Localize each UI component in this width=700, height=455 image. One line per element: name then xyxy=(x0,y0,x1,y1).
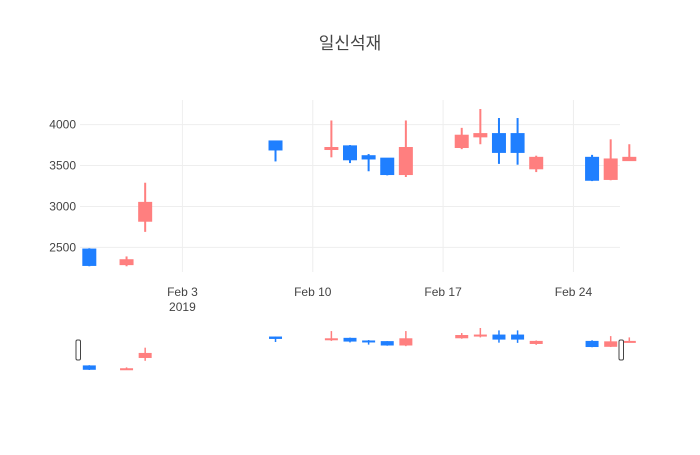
candle-increasing[interactable] xyxy=(603,139,618,181)
candle-decreasing[interactable] xyxy=(585,154,600,182)
candle-decreasing[interactable] xyxy=(380,157,395,176)
slider-candle-body xyxy=(343,337,357,342)
candle-body xyxy=(585,156,600,181)
slider-candle-body xyxy=(82,365,96,370)
candle-body xyxy=(268,140,283,151)
candle-decreasing[interactable] xyxy=(510,118,525,165)
y-tick-label: 4000 xyxy=(49,118,76,132)
grid-lines xyxy=(80,100,620,272)
slider-candle-body xyxy=(492,334,506,340)
slider-candle-body xyxy=(511,334,525,340)
y-tick-label: 3000 xyxy=(49,199,76,213)
candle-increasing[interactable] xyxy=(398,120,413,177)
y-tick-label: 3500 xyxy=(49,159,76,173)
candle-body xyxy=(343,145,357,161)
slider-candle-body xyxy=(362,340,376,343)
chart-title: 일신석재 xyxy=(319,34,382,54)
candle-increasing[interactable] xyxy=(622,144,637,162)
candle-decreasing[interactable] xyxy=(343,145,357,164)
slider-candle-body xyxy=(324,338,338,341)
slider-candle-body xyxy=(604,341,618,347)
candle-increasing[interactable] xyxy=(119,256,134,267)
slider-candle xyxy=(82,365,96,370)
candle-increasing[interactable] xyxy=(454,127,469,150)
slider-candle xyxy=(473,328,487,338)
slider-candle xyxy=(138,347,152,361)
candle-body xyxy=(473,133,488,138)
slider-candle-body xyxy=(138,352,152,358)
slider-candle xyxy=(622,337,636,343)
candle-decreasing[interactable] xyxy=(491,118,506,164)
candle-body xyxy=(622,156,637,162)
candles-series xyxy=(82,109,637,267)
candle-decreasing[interactable] xyxy=(268,140,283,162)
slider-candle-body xyxy=(473,334,487,337)
slider-left-handle[interactable] xyxy=(75,339,81,361)
slider-candle xyxy=(529,340,543,345)
x-tick-label: Feb 17 xyxy=(424,285,462,299)
candle-body xyxy=(82,248,97,266)
slider-candle xyxy=(455,333,469,339)
slider-candle-body xyxy=(399,338,413,346)
slider-candle xyxy=(511,330,525,343)
slider-candle-body xyxy=(529,340,543,344)
candle-body xyxy=(398,147,413,176)
candle-body xyxy=(603,158,618,180)
slider-candle xyxy=(585,340,599,348)
slider-candle xyxy=(492,330,506,343)
candle-increasing[interactable] xyxy=(138,182,153,232)
slider-candle xyxy=(120,367,134,371)
candle-body xyxy=(361,155,376,160)
candle-body xyxy=(380,157,395,176)
slider-candle-body xyxy=(455,335,469,339)
slider-candle-body xyxy=(585,340,599,348)
candle-body xyxy=(510,133,525,153)
candle-body xyxy=(529,156,544,170)
slider-candle-body xyxy=(269,336,283,339)
candle-increasing[interactable] xyxy=(529,155,544,173)
slider-candle-body xyxy=(120,368,134,371)
y-axis: 2500 3000 3500 4000 xyxy=(49,118,76,255)
slider-candle xyxy=(399,331,413,347)
x-tick-label: Feb 10 xyxy=(294,285,332,299)
candle-body xyxy=(119,259,134,266)
candle-body xyxy=(324,147,339,151)
candle-body xyxy=(138,201,153,222)
slider-candle xyxy=(324,331,338,341)
slider-candle-body xyxy=(380,341,394,346)
slider-right-handle[interactable] xyxy=(618,339,624,361)
x-tick-sublabel: 2019 xyxy=(169,300,196,314)
slider-candle xyxy=(362,340,376,345)
x-tick-label: Feb 24 xyxy=(555,285,593,299)
candle-decreasing[interactable] xyxy=(361,154,376,172)
slider-candle xyxy=(343,337,357,343)
candle-body xyxy=(454,134,469,149)
candle-body xyxy=(491,133,506,153)
slider-candle-body xyxy=(622,340,636,343)
candle-increasing[interactable] xyxy=(473,109,488,145)
slider-candle xyxy=(380,341,394,346)
slider-candle xyxy=(269,336,283,342)
range-slider[interactable] xyxy=(75,328,636,371)
candle-increasing[interactable] xyxy=(324,120,339,158)
y-tick-label: 2500 xyxy=(49,240,76,254)
x-tick-label: Feb 3 xyxy=(167,285,198,299)
candle-decreasing[interactable] xyxy=(82,248,97,267)
slider-candle xyxy=(604,336,618,348)
